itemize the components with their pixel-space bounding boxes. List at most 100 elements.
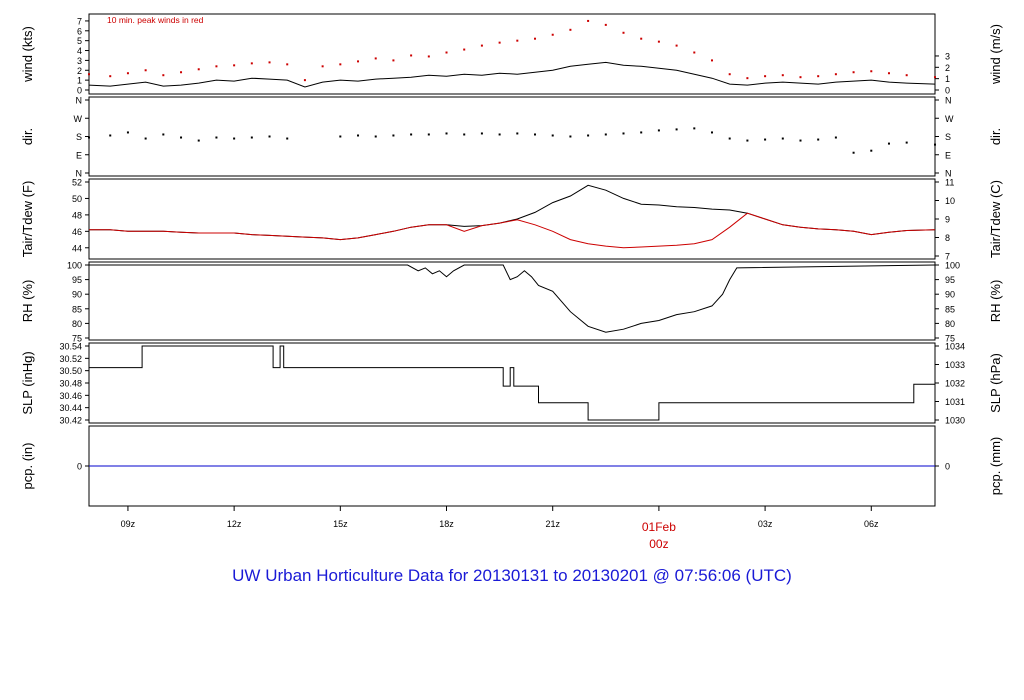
panel-frame: [88, 261, 936, 341]
data-point: [88, 136, 90, 139]
data-point: [710, 59, 713, 62]
y-axis-label-left: RH (%): [20, 280, 35, 323]
data-point: [339, 63, 342, 66]
y-axis-label-left: Tair/Tdew (F): [20, 181, 35, 258]
data-point: [339, 135, 342, 138]
data-point: [392, 59, 395, 62]
data-point: [197, 139, 200, 142]
y-axis-label-left: pcp. (in): [20, 443, 35, 490]
data-point: [215, 136, 218, 139]
data-point: [587, 19, 590, 22]
data-point: [303, 79, 306, 82]
data-point: [675, 44, 678, 47]
y-tick-label-left: 75: [72, 334, 82, 344]
data-point: [693, 51, 696, 54]
chart-annotation: 10 min. peak winds in red: [107, 15, 204, 25]
y-tick-label-right: W: [945, 114, 954, 124]
data-point: [622, 132, 625, 135]
data-point: [357, 134, 360, 137]
series-line: [88, 61, 936, 88]
data-point: [463, 133, 466, 136]
panel-humidity: 75 80 85 90 95 100 75 80 85 90 95 100 RH (%) RH (%): [20, 261, 1003, 344]
y-tick-label-right: 3: [945, 51, 950, 61]
data-point: [905, 141, 908, 144]
y-tick-label-left: 30.48: [59, 379, 82, 389]
data-point: [587, 134, 590, 137]
data-point: [463, 48, 466, 51]
y-tick-label-right: 0: [945, 462, 950, 472]
y-tick-label-left: 0: [77, 86, 82, 96]
y-tick-label-left: 30.44: [59, 403, 82, 413]
y-tick-label-left: N: [76, 169, 83, 179]
y-tick-label-right: 1032: [945, 379, 965, 389]
y-axis-label-left: wind (kts): [20, 26, 35, 83]
y-tick-label-right: S: [945, 132, 951, 142]
data-point: [250, 62, 253, 65]
series-line: [89, 184, 936, 241]
data-point: [392, 134, 395, 137]
data-point: [144, 69, 147, 72]
data-point: [88, 73, 90, 76]
y-tick-label-left: S: [76, 132, 82, 142]
data-point: [934, 76, 936, 79]
x-tick-label: 18z: [439, 519, 454, 529]
x-tick-label: 12z: [227, 519, 242, 529]
data-point: [286, 137, 289, 140]
data-point: [109, 134, 112, 137]
y-tick-label-left: 48: [72, 210, 82, 220]
y-tick-label-left: 5: [77, 36, 82, 46]
y-axis-label-right: wind (m/s): [988, 24, 1003, 85]
data-point: [374, 57, 377, 60]
data-point: [799, 76, 802, 79]
data-point: [640, 37, 643, 40]
data-point: [268, 61, 271, 64]
y-tick-label-left: 1: [77, 76, 82, 86]
x-tick-label: 06z: [864, 519, 879, 529]
data-point: [410, 54, 413, 57]
y-tick-label-left: 46: [72, 227, 82, 237]
y-axis-label-right: pcp. (mm): [988, 437, 1003, 496]
data-point: [934, 143, 936, 146]
x-tick-sublabel: 00z: [649, 537, 668, 551]
series-line: [89, 212, 936, 249]
data-point: [728, 137, 731, 140]
data-point: [852, 71, 855, 74]
data-point: [764, 138, 767, 141]
series-line: [89, 345, 935, 421]
data-point: [710, 131, 713, 134]
y-tick-label-left: 52: [72, 178, 82, 188]
y-tick-label-left: W: [74, 114, 83, 124]
y-tick-label-left: 30.50: [59, 366, 82, 376]
data-point: [516, 39, 519, 42]
y-axis-label-left: dir.: [20, 128, 35, 145]
panel-frame: [88, 342, 936, 424]
y-tick-label-left: 3: [77, 56, 82, 66]
data-point: [126, 131, 129, 134]
data-point: [374, 135, 377, 138]
y-axis-label-right: SLP (hPa): [988, 353, 1003, 413]
panel-frame: [88, 13, 936, 95]
y-tick-label-left: 50: [72, 194, 82, 204]
data-point: [604, 133, 607, 136]
y-axis-label-right: Tair/Tdew (C): [988, 180, 1003, 258]
data-point: [551, 33, 554, 36]
panel-pressure: 30.42 30.44 30.46 30.48 30.50 30.52 30.54 1030 1…: [20, 342, 1003, 426]
x-tick-label: 03z: [758, 519, 773, 529]
data-point: [781, 137, 784, 140]
y-tick-label-right: N: [945, 169, 952, 179]
data-point: [622, 31, 625, 34]
data-point: [144, 137, 147, 140]
data-point: [427, 133, 430, 136]
y-tick-label-left: 30.52: [59, 354, 82, 364]
panel-frame: [88, 96, 936, 177]
data-point: [640, 131, 643, 134]
y-tick-label-right: 7: [945, 252, 950, 262]
data-point: [870, 149, 873, 152]
data-point: [445, 132, 448, 135]
data-point: [410, 133, 413, 136]
y-tick-label-left: E: [76, 150, 82, 160]
y-tick-label-right: 80: [945, 319, 955, 329]
data-point: [233, 64, 236, 67]
